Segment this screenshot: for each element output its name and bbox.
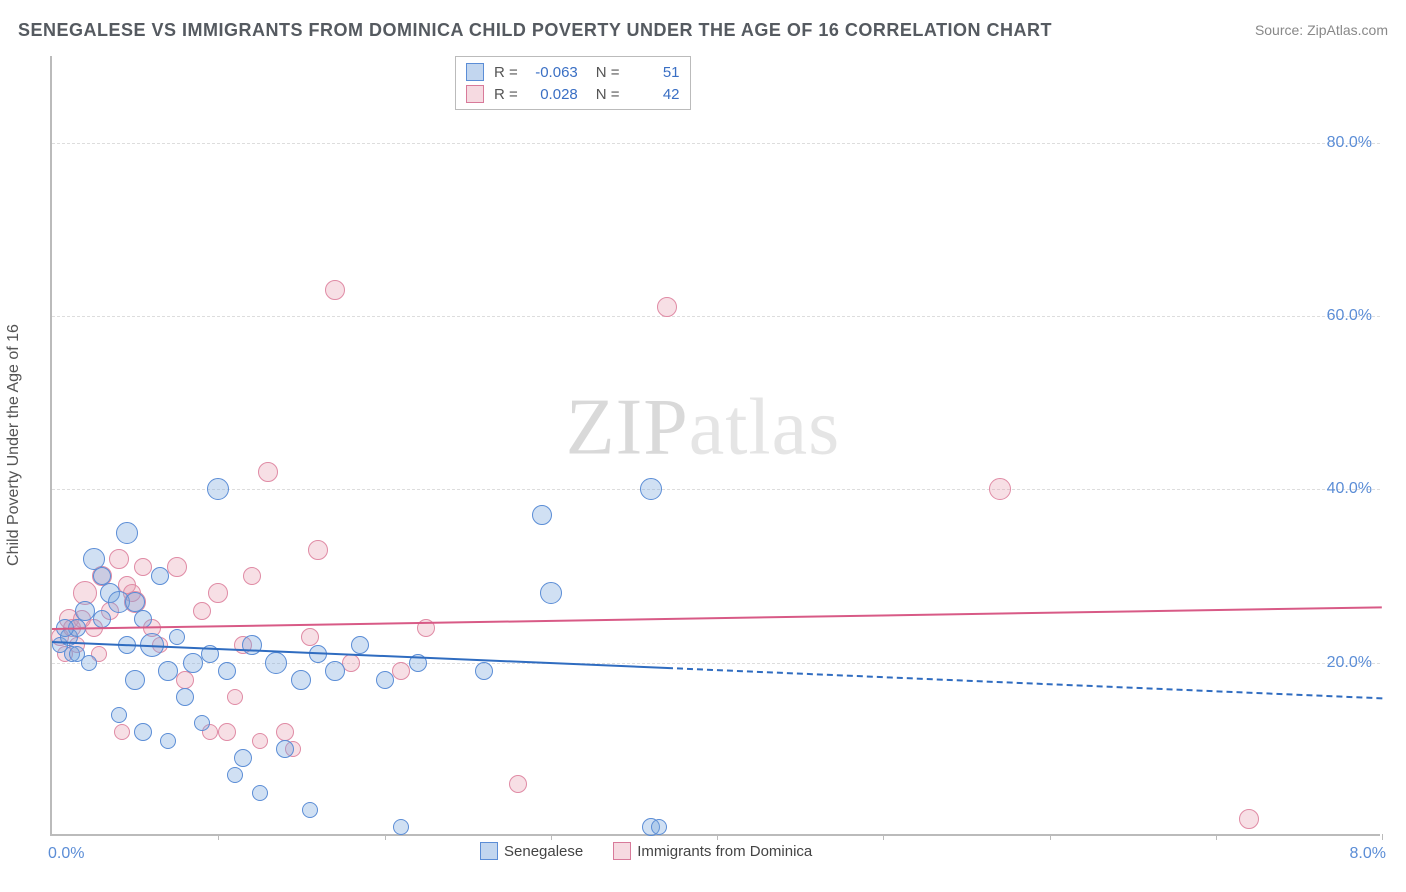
y-axis-label: 80.0% <box>1327 134 1372 152</box>
r-label: R = <box>494 64 518 81</box>
correlation-legend: R = -0.063 N = 51 R = 0.028 N = 42 <box>455 56 691 110</box>
trend-line-blue-extrapolated <box>667 667 1382 699</box>
scatter-point <box>657 297 677 317</box>
scatter-point <box>243 567 261 585</box>
legend-swatch <box>466 85 484 103</box>
scatter-point <box>376 671 394 689</box>
scatter-point <box>301 628 319 646</box>
scatter-point <box>111 707 127 723</box>
x-axis-tick <box>218 834 219 840</box>
x-axis-tick <box>883 834 884 840</box>
scatter-point <box>532 505 552 525</box>
scatter-point <box>176 671 194 689</box>
scatter-point <box>207 478 229 500</box>
n-label: N = <box>596 86 620 103</box>
scatter-point <box>475 662 493 680</box>
scatter-point <box>69 646 85 662</box>
scatter-point <box>125 592 145 612</box>
scatter-point <box>540 582 562 604</box>
x-axis-tick <box>551 834 552 840</box>
y-axis-label: 20.0% <box>1327 654 1372 672</box>
chart-title: SENEGALESE VS IMMIGRANTS FROM DOMINICA C… <box>18 20 1052 41</box>
y-axis-label: 60.0% <box>1327 307 1372 325</box>
scatter-point <box>302 802 318 818</box>
scatter-point <box>83 548 105 570</box>
x-axis-tick <box>717 834 718 840</box>
y-axis-label: 40.0% <box>1327 480 1372 498</box>
y-axis-title: Child Poverty Under the Age of 16 <box>5 324 23 566</box>
legend-swatch <box>480 842 498 860</box>
scatter-point <box>291 670 311 690</box>
scatter-point <box>392 662 410 680</box>
scatter-point <box>989 478 1011 500</box>
scatter-point <box>351 636 369 654</box>
scatter-point <box>218 662 236 680</box>
x-axis-tick <box>385 834 386 840</box>
scatter-point <box>325 280 345 300</box>
gridline <box>52 316 1380 317</box>
scatter-point <box>218 723 236 741</box>
scatter-point <box>1239 809 1259 829</box>
scatter-point <box>308 540 328 560</box>
gridline <box>52 489 1380 490</box>
gridline <box>52 143 1380 144</box>
scatter-point <box>109 549 129 569</box>
r-value: 0.028 <box>526 86 578 103</box>
legend-row: R = -0.063 N = 51 <box>466 61 680 83</box>
source-attribution: Source: ZipAtlas.com <box>1255 22 1388 38</box>
scatter-point <box>176 688 194 706</box>
scatter-point <box>134 723 152 741</box>
scatter-point <box>640 478 662 500</box>
legend-row: R = 0.028 N = 42 <box>466 83 680 105</box>
scatter-point <box>252 785 268 801</box>
x-axis-max-label: 8.0% <box>1350 845 1386 863</box>
scatter-point <box>160 733 176 749</box>
x-axis-tick <box>1050 834 1051 840</box>
scatter-point <box>509 775 527 793</box>
legend-item: Immigrants from Dominica <box>613 842 812 860</box>
legend-swatch <box>466 63 484 81</box>
trend-line-pink <box>52 606 1382 630</box>
scatter-point <box>93 610 111 628</box>
x-axis-min-label: 0.0% <box>48 845 84 863</box>
scatter-point <box>194 715 210 731</box>
scatter-point <box>252 733 268 749</box>
gridline <box>52 663 1380 664</box>
n-label: N = <box>596 64 620 81</box>
scatter-point <box>393 819 409 835</box>
scatter-point <box>242 635 262 655</box>
scatter-point <box>265 652 287 674</box>
scatter-point <box>193 602 211 620</box>
scatter-point <box>651 819 667 835</box>
scatter-point <box>258 462 278 482</box>
scatter-point <box>93 567 111 585</box>
scatter-point <box>342 654 360 672</box>
scatter-point <box>276 740 294 758</box>
scatter-point <box>227 689 243 705</box>
x-axis-tick <box>1216 834 1217 840</box>
plot-area: 20.0% 40.0% 60.0% 80.0% <box>50 56 1380 836</box>
legend-label: Senegalese <box>504 843 583 860</box>
scatter-point <box>325 661 345 681</box>
scatter-point <box>276 723 294 741</box>
scatter-point <box>151 567 169 585</box>
legend-swatch <box>613 842 631 860</box>
scatter-point <box>169 629 185 645</box>
n-value: 51 <box>628 64 680 81</box>
scatter-point <box>134 558 152 576</box>
scatter-point <box>114 724 130 740</box>
scatter-point <box>125 670 145 690</box>
n-value: 42 <box>628 86 680 103</box>
scatter-point <box>167 557 187 577</box>
r-value: -0.063 <box>526 64 578 81</box>
x-axis-tick <box>1382 834 1383 840</box>
scatter-point <box>227 767 243 783</box>
scatter-point <box>116 522 138 544</box>
scatter-point <box>208 583 228 603</box>
legend-item: Senegalese <box>480 842 583 860</box>
scatter-point <box>234 749 252 767</box>
series-legend: Senegalese Immigrants from Dominica <box>480 842 812 860</box>
r-label: R = <box>494 86 518 103</box>
legend-label: Immigrants from Dominica <box>637 843 812 860</box>
